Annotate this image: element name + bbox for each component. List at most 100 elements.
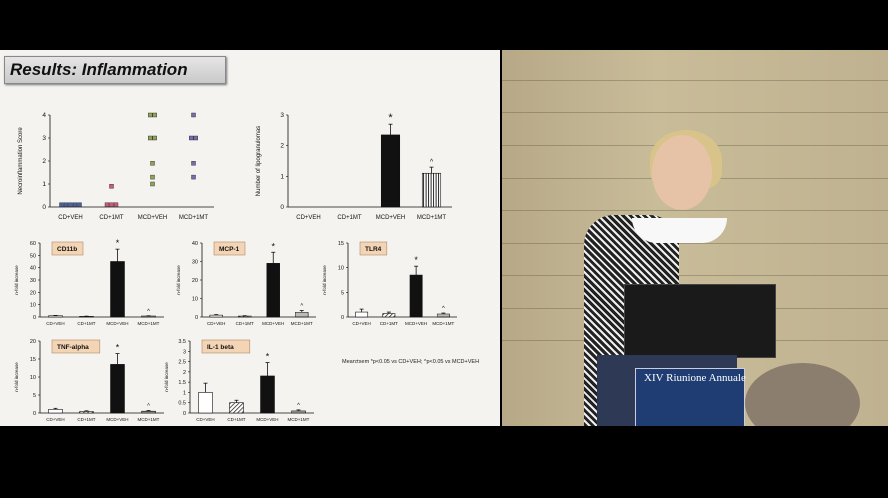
y-tick-label: 3 <box>280 112 284 119</box>
y-tick-label: 15 <box>30 357 36 363</box>
x-tick-label: CD+1MT <box>236 321 254 326</box>
y-tick-label: 10 <box>30 303 36 309</box>
y-tick-label: 60 <box>30 241 36 247</box>
podium-banner-text: XIV Riunione Annuale <box>644 372 746 384</box>
y-tick-label: 10 <box>338 266 344 272</box>
marker-label-box <box>51 339 101 354</box>
y-axis-label: Number of lipogranulomas <box>256 126 262 196</box>
bar <box>382 313 396 318</box>
speaker-head <box>652 135 712 210</box>
bar <box>229 402 244 414</box>
lipogranulomas-chart: 0 1 2 3 Number of lipogranulomas CD+VEH CD+1MT… <box>248 105 458 225</box>
bar <box>110 261 125 318</box>
x-tick-label: MCD+VEH <box>376 215 406 221</box>
bar <box>48 409 63 414</box>
x-tick-label: MCD+1MT <box>179 215 209 221</box>
bar <box>110 364 125 414</box>
marker-label: IL-1 beta <box>207 344 234 351</box>
x-tick-label: MCD+1MT <box>138 321 160 326</box>
podium-banner <box>635 368 745 426</box>
y-tick-label: 2 <box>183 370 186 376</box>
bar <box>48 315 63 318</box>
speaker-collar <box>632 218 727 243</box>
x-tick-label: CD+VEH <box>207 321 225 326</box>
x-tick-label: CD+VEH <box>46 417 64 422</box>
x-tick-label: CD+1MT <box>77 417 95 422</box>
necroinflammation-chart: 0 1 2 3 4 Necroinflammation Score CD+VEH CD+1MT… <box>10 105 220 225</box>
data-point <box>148 112 153 118</box>
bar <box>238 315 252 318</box>
lipogranulomas-svg: 0 1 2 3 Number of lipogranulomas CD+VEH CD+1MT… <box>256 112 452 221</box>
y-tick-label: 4 <box>42 112 46 119</box>
y-tick-label: 2 <box>280 143 284 150</box>
significance-mark: ^ <box>297 403 300 409</box>
y-tick-label: 30 <box>192 260 198 266</box>
necroinflammation-svg: 0 1 2 3 4 Necroinflammation Score CD+VEH CD+1MT… <box>18 112 214 221</box>
bar <box>79 411 94 414</box>
significance-footnote: Mean±sem *p<0.05 vs CD+VEH; ^p<0.05 vs M… <box>342 359 480 365</box>
y-tick-label: 10 <box>30 375 36 381</box>
y-tick-label: 5 <box>341 290 344 296</box>
bar <box>209 314 223 318</box>
y-tick-label: 5 <box>33 393 36 399</box>
significance-mark: ^ <box>430 159 434 166</box>
significance-mark: * <box>388 112 393 124</box>
y-tick-label: 0 <box>42 204 46 211</box>
y-tick-label: 3 <box>42 135 46 142</box>
y-tick-label: 40 <box>30 266 36 272</box>
x-tick-label: MCD+VEH <box>106 417 128 422</box>
mcp1-chart: 0 10 20 30 40 n-fold increase CD+VEH CD+1MT MCD+… <box>172 235 322 330</box>
x-tick-label: CD+1MT <box>380 321 398 326</box>
data-point <box>191 174 196 180</box>
data-point <box>191 112 196 118</box>
y-axis-label: n-fold increase <box>14 362 19 392</box>
x-tick-label: MCD+1MT <box>288 417 310 422</box>
y-tick-label: 20 <box>30 339 36 345</box>
tlr4-svg: 0 5 10 15 n-fold increase CD+VEH CD+1MT MCD+VEH… <box>322 241 457 326</box>
data-point <box>150 161 155 166</box>
slide-title: Results: Inflammation <box>10 60 188 79</box>
significance-mark: ^ <box>147 309 150 315</box>
y-tick-label: 15 <box>338 241 344 247</box>
data-point <box>150 174 155 180</box>
data-point <box>113 202 119 207</box>
significance-mark: * <box>271 241 275 251</box>
y-tick-label: 40 <box>192 241 198 247</box>
significance-mark: ^ <box>300 304 303 310</box>
bar <box>380 134 401 208</box>
data-point <box>191 161 196 166</box>
data-point <box>109 184 114 189</box>
y-tick-label: 2.5 <box>178 360 186 366</box>
significance-mark: * <box>116 238 120 248</box>
tnf-alpha-chart: 0 5 10 15 20 n-fold increase CD+VEH CD+1MT MCD+V… <box>10 333 170 426</box>
y-tick-label: 10 <box>192 297 198 303</box>
y-axis-label: n-fold increase <box>176 265 181 295</box>
audience-head <box>745 363 860 426</box>
data-point <box>104 202 110 207</box>
data-point <box>150 181 155 187</box>
significance-mark: ^ <box>442 306 445 312</box>
y-tick-label: 20 <box>192 278 198 284</box>
marker-label-box <box>213 241 246 256</box>
x-tick-label: CD+VEH <box>352 321 370 326</box>
x-tick-label: MCD+VEH <box>138 215 168 221</box>
y-tick-label: 1 <box>42 181 46 188</box>
cd11b-chart: 0 10 20 30 40 50 60 n-fold increase CD+VEH CD+1MT… <box>10 235 170 330</box>
bar <box>409 274 423 318</box>
bar <box>295 312 309 318</box>
y-tick-label: 0 <box>341 315 344 321</box>
y-tick-label: 0 <box>33 315 36 321</box>
bar <box>355 311 369 318</box>
data-point <box>63 202 69 207</box>
il1beta-svg: 0 0.5 1 1.5 2 2.5 3 3.5 n-fold increase CD+VEH CD+… <box>164 339 314 422</box>
x-tick-label: CD+VEH <box>196 417 214 422</box>
marker-label: MCP-1 <box>219 246 240 253</box>
y-axis-label: n-fold increase <box>14 265 19 295</box>
y-tick-label: 0 <box>183 411 186 417</box>
cd11b-svg: 0 10 20 30 40 50 60 n-fold increase CD+VEH CD+1MT… <box>14 238 164 326</box>
significance-mark: * <box>414 255 418 265</box>
y-tick-label: 1.5 <box>178 380 186 386</box>
significance-mark: * <box>116 343 120 353</box>
y-tick-label: 3 <box>183 349 186 355</box>
data-point <box>148 135 153 141</box>
